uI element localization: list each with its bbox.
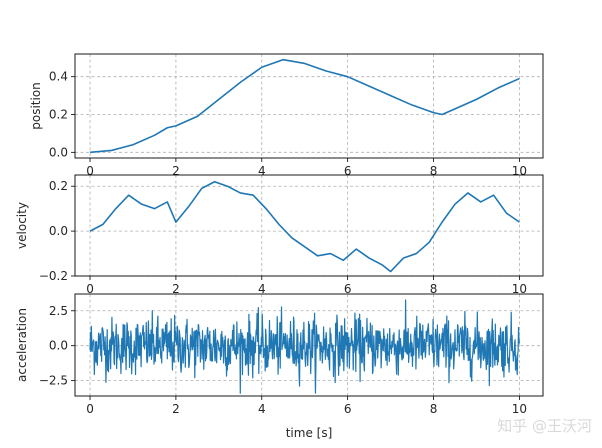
- velocity-xtick-label: 4: [258, 282, 266, 296]
- position-series-line: [89, 58, 520, 154]
- position-xtick-label: 8: [430, 164, 438, 178]
- position-ytick-label: 0.4: [49, 70, 68, 84]
- velocity-ylabel: velocity: [15, 202, 29, 249]
- position-ytick-label: 0.2: [49, 108, 68, 122]
- velocity-xtick-label: 0: [86, 282, 94, 296]
- position-xtick-label: 10: [512, 164, 527, 178]
- acceleration-ytick-label: 0.0: [49, 339, 68, 353]
- acceleration-xtick-label: 2: [172, 402, 180, 416]
- velocity-xtick-label: 2: [172, 282, 180, 296]
- acceleration-axes-frame: [74, 293, 544, 397]
- acceleration-ytick-label: −2.5: [39, 374, 68, 388]
- velocity-ytick-label: 0.0: [49, 224, 68, 238]
- acceleration-xtick-label: 8: [430, 402, 438, 416]
- acceleration-xtick-label: 4: [258, 402, 266, 416]
- position-xtick-label: 4: [258, 164, 266, 178]
- acceleration-ylabel: acceleration: [15, 308, 29, 382]
- position-xtick-label: 6: [344, 164, 352, 178]
- acceleration-subplot: 0 2 4 6 8 10 −2.5 0.0 2.5 acceleration: [15, 293, 544, 416]
- velocity-xtick-label: 10: [512, 282, 527, 296]
- position-axes-frame: [74, 53, 544, 159]
- watermark-text: 知乎 @王沃河: [497, 417, 592, 435]
- position-ylabel: position: [29, 82, 43, 130]
- velocity-ytick-label: −0.2: [39, 269, 68, 283]
- velocity-xtick-label: 6: [344, 282, 352, 296]
- acceleration-xtick-label: 6: [344, 402, 352, 416]
- position-xtick-label: 0: [86, 164, 94, 178]
- acceleration-xtick-label: 0: [86, 402, 94, 416]
- xlabel: time [s]: [286, 426, 333, 440]
- velocity-axes-frame: [74, 174, 544, 277]
- velocity-ytick-label: 0.2: [49, 179, 68, 193]
- position-xtick-label: 2: [172, 164, 180, 178]
- position-ytick-label: 0.0: [49, 145, 68, 159]
- position-subplot: 0 2 4 6 8 10 0.0 0.2 0.4 position: [29, 53, 544, 178]
- velocity-subplot: 0 2 4 6 8 10 −0.2 0.0 0.2 velocity: [15, 174, 544, 296]
- velocity-xtick-label: 8: [430, 282, 438, 296]
- acceleration-series-line: [89, 299, 520, 394]
- acceleration-ytick-label: 2.5: [49, 304, 68, 318]
- acceleration-xtick-label: 10: [512, 402, 527, 416]
- velocity-series-line: [89, 180, 520, 273]
